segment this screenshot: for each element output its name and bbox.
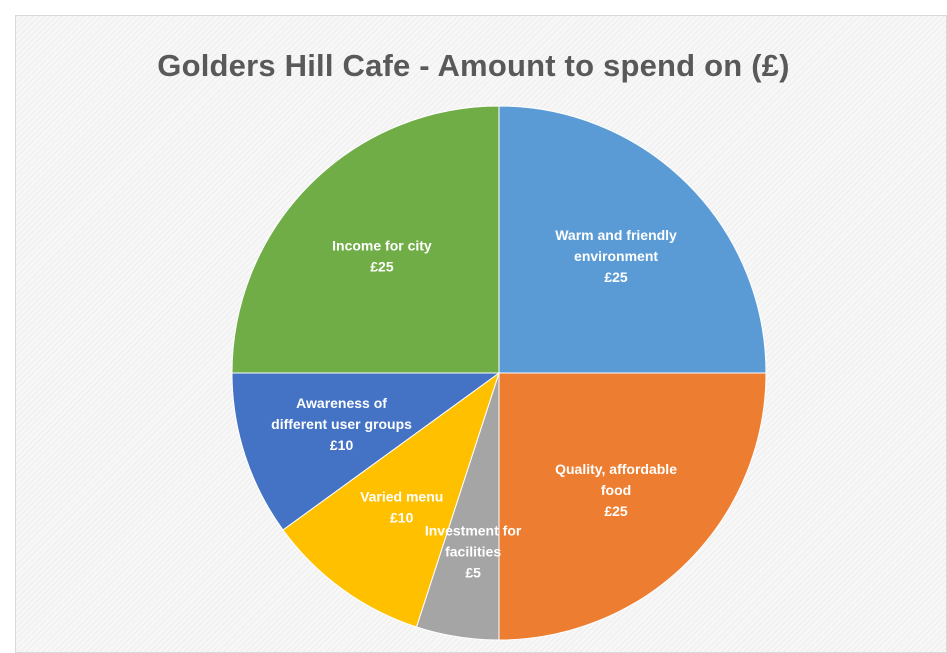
slice-category-label: food xyxy=(601,482,631,498)
slice-category-label: facilities xyxy=(445,544,501,560)
slice-category-label: Varied menu xyxy=(360,488,443,504)
slice-category-label: Awareness of xyxy=(296,395,387,411)
slice-category-label: Quality, affordable xyxy=(555,461,677,477)
slice-value-label: £25 xyxy=(370,258,394,274)
pie-slice-quality-affordable-food xyxy=(499,373,766,640)
slice-category-label: Income for city xyxy=(332,237,432,253)
slice-category-label: Warm and friendly xyxy=(555,227,677,243)
slice-value-label: £5 xyxy=(465,565,481,581)
pie-slices xyxy=(232,106,766,640)
slice-category-label: environment xyxy=(574,248,658,264)
slice-value-label: £10 xyxy=(390,509,414,525)
slice-value-label: £10 xyxy=(330,437,354,453)
slice-value-label: £25 xyxy=(604,503,628,519)
slice-category-label: different user groups xyxy=(271,416,412,432)
slice-category-label: Investment for xyxy=(425,523,522,539)
slice-value-label: £25 xyxy=(604,269,628,285)
